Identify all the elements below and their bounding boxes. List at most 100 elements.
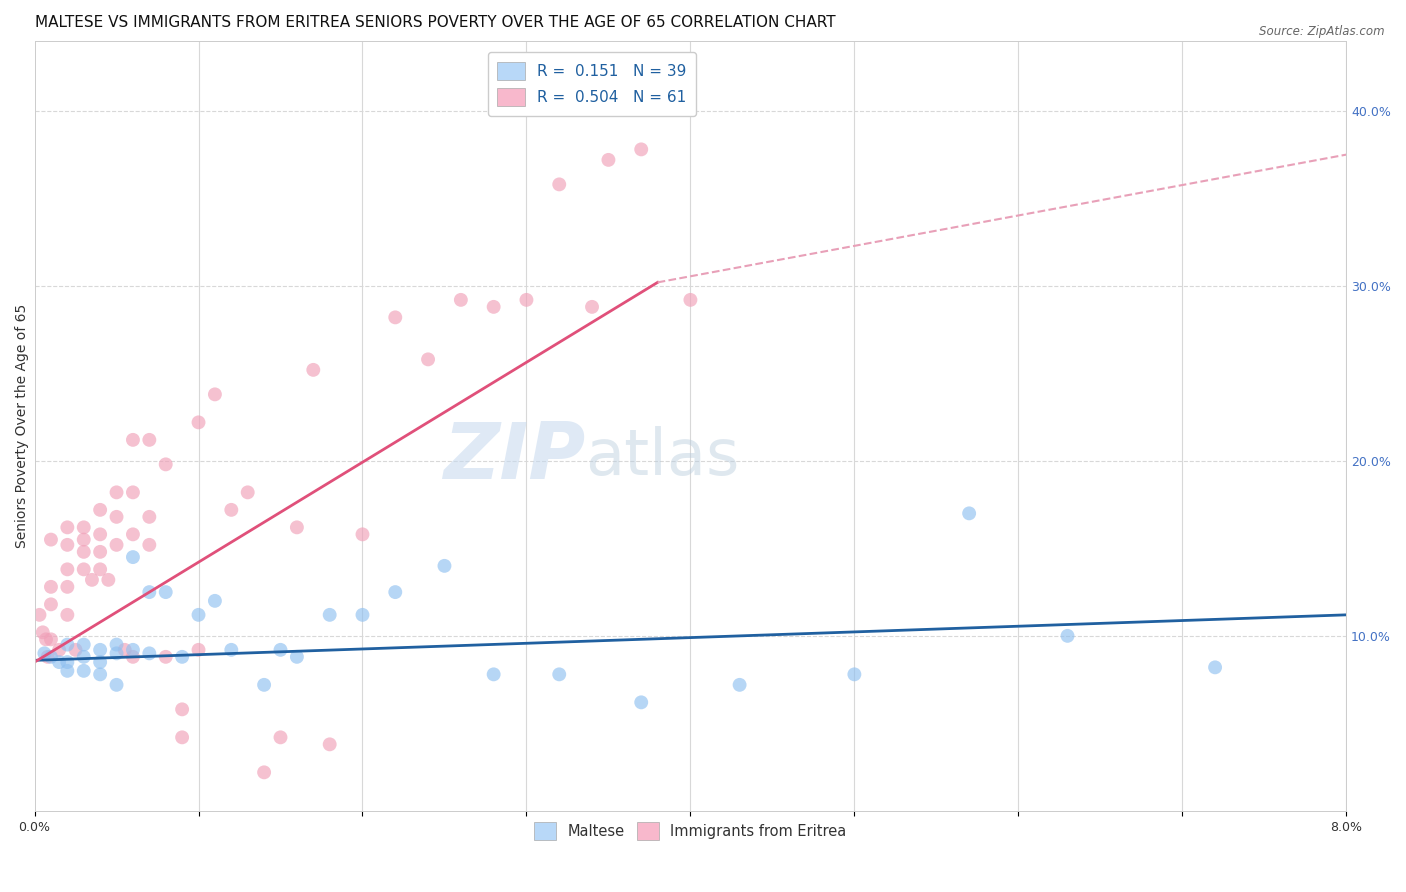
- Point: [48, 643, 70, 657]
- Point: [285, 520, 308, 534]
- Point: [270, 731, 292, 745]
- Text: Source: ZipAtlas.com: Source: ZipAtlas.com: [1260, 25, 1385, 38]
- Point: [39, 598, 62, 612]
- Point: [221, 503, 243, 517]
- Point: [138, 646, 160, 660]
- Point: [122, 649, 145, 664]
- Point: [172, 731, 194, 745]
- Point: [187, 416, 209, 430]
- Point: [450, 293, 472, 307]
- Point: [73, 533, 96, 547]
- Point: [187, 607, 209, 622]
- Point: [122, 527, 145, 541]
- Point: [97, 573, 120, 587]
- Point: [728, 678, 751, 692]
- Point: [253, 765, 276, 780]
- Point: [39, 649, 62, 664]
- Point: [253, 678, 276, 692]
- Point: [302, 363, 325, 377]
- Point: [482, 667, 505, 681]
- Point: [89, 562, 111, 576]
- Point: [34, 646, 56, 660]
- Point: [679, 293, 702, 307]
- Point: [155, 458, 177, 472]
- Point: [433, 558, 456, 573]
- Point: [221, 643, 243, 657]
- Point: [73, 562, 96, 576]
- Point: [80, 573, 103, 587]
- Point: [89, 643, 111, 657]
- Y-axis label: Seniors Poverty Over the Age of 65: Seniors Poverty Over the Age of 65: [15, 304, 30, 548]
- Point: [89, 527, 111, 541]
- Point: [56, 638, 79, 652]
- Point: [352, 607, 374, 622]
- Point: [187, 643, 209, 657]
- Point: [56, 655, 79, 669]
- Point: [236, 485, 259, 500]
- Point: [73, 545, 96, 559]
- Point: [65, 643, 87, 657]
- Point: [352, 527, 374, 541]
- Point: [56, 538, 79, 552]
- Point: [122, 550, 145, 565]
- Point: [35, 632, 58, 647]
- Point: [89, 503, 111, 517]
- Point: [56, 580, 79, 594]
- Point: [581, 300, 603, 314]
- Point: [31, 625, 53, 640]
- Point: [122, 485, 145, 500]
- Legend: Maltese, Immigrants from Eritrea: Maltese, Immigrants from Eritrea: [529, 816, 852, 846]
- Point: [56, 607, 79, 622]
- Point: [73, 664, 96, 678]
- Text: ZIP: ZIP: [443, 418, 585, 495]
- Point: [155, 649, 177, 664]
- Point: [172, 649, 194, 664]
- Point: [89, 667, 111, 681]
- Point: [105, 538, 128, 552]
- Point: [39, 580, 62, 594]
- Point: [37, 649, 59, 664]
- Point: [138, 433, 160, 447]
- Text: MALTESE VS IMMIGRANTS FROM ERITREA SENIORS POVERTY OVER THE AGE OF 65 CORRELATIO: MALTESE VS IMMIGRANTS FROM ERITREA SENIO…: [35, 15, 835, 30]
- Point: [957, 507, 980, 521]
- Point: [73, 649, 96, 664]
- Point: [56, 562, 79, 576]
- Point: [105, 485, 128, 500]
- Point: [482, 300, 505, 314]
- Point: [204, 594, 226, 608]
- Point: [416, 352, 439, 367]
- Point: [56, 664, 79, 678]
- Point: [285, 649, 308, 664]
- Point: [384, 310, 406, 325]
- Point: [515, 293, 537, 307]
- Point: [548, 667, 571, 681]
- Point: [270, 643, 292, 657]
- Point: [48, 655, 70, 669]
- Point: [138, 509, 160, 524]
- Point: [56, 520, 79, 534]
- Point: [89, 545, 111, 559]
- Point: [122, 643, 145, 657]
- Point: [39, 632, 62, 647]
- Point: [105, 646, 128, 660]
- Point: [39, 533, 62, 547]
- Point: [114, 643, 136, 657]
- Point: [844, 667, 866, 681]
- Point: [122, 433, 145, 447]
- Point: [138, 585, 160, 599]
- Point: [384, 585, 406, 599]
- Point: [318, 737, 340, 751]
- Point: [318, 607, 340, 622]
- Point: [138, 538, 160, 552]
- Text: atlas: atlas: [585, 425, 740, 488]
- Point: [105, 509, 128, 524]
- Point: [1204, 660, 1226, 674]
- Point: [204, 387, 226, 401]
- Point: [630, 142, 652, 156]
- Point: [73, 638, 96, 652]
- Point: [28, 607, 51, 622]
- Point: [73, 520, 96, 534]
- Point: [548, 178, 571, 192]
- Point: [105, 678, 128, 692]
- Point: [172, 702, 194, 716]
